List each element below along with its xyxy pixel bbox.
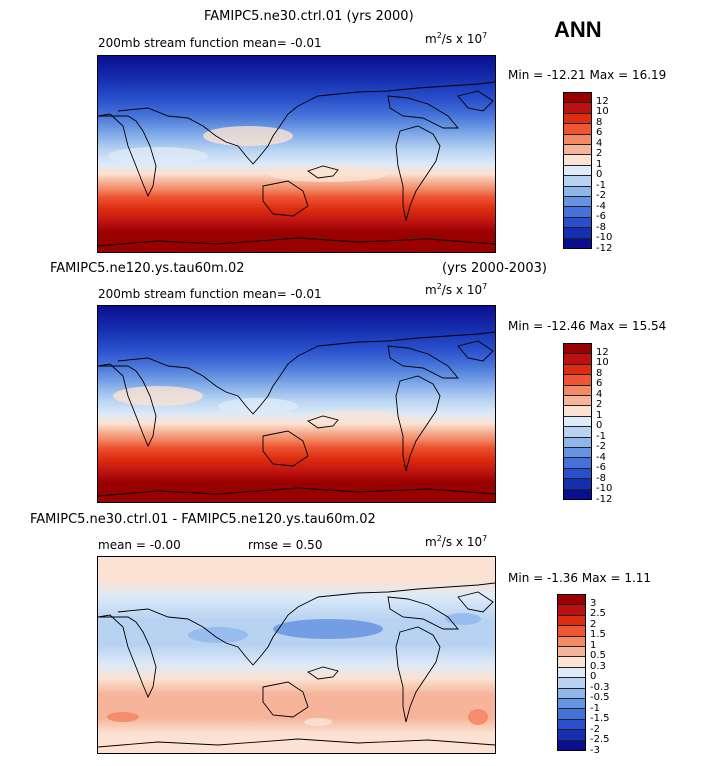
- panel2-title: FAMIPC5.ne120.ys.tau60m.02: [50, 261, 245, 276]
- panel3-map: [97, 556, 496, 754]
- panel1-title: FAMIPC5.ne30.ctrl.01 (yrs 2000): [204, 9, 414, 24]
- panel2-colorbar: [563, 343, 592, 500]
- season-label: ANN: [554, 17, 602, 42]
- panel1-map: [97, 55, 496, 253]
- panel2-map: [97, 305, 496, 503]
- panel2-units: m2/s x 107: [425, 282, 488, 298]
- panel3-rmse: rmse = 0.50: [248, 538, 323, 552]
- panel2-coastlines: [98, 331, 495, 497]
- panel1-minmax: Min = -12.21 Max = 16.19: [508, 68, 667, 82]
- panel2-years: (yrs 2000-2003): [442, 261, 547, 276]
- panel1-subtitle: 200mb stream function mean= -0.01: [98, 36, 322, 50]
- panel1-coastlines: [98, 81, 495, 247]
- panel2-subtitle: 200mb stream function mean= -0.01: [98, 287, 322, 301]
- panel1-colorbar: [563, 92, 592, 249]
- panel1-units: m2/s x 107: [425, 31, 488, 47]
- panel3-title: FAMIPC5.ne30.ctrl.01 - FAMIPC5.ne120.ys.…: [30, 512, 376, 527]
- panel3-colorbar: [557, 594, 586, 751]
- panel3-mean: mean = -0.00: [98, 538, 181, 552]
- panel3-coastlines: [98, 582, 495, 748]
- panel3-units: m2/s x 107: [425, 534, 488, 550]
- panel3-minmax: Min = -1.36 Max = 1.11: [508, 571, 652, 585]
- panel3-field: [98, 557, 495, 753]
- panel2-minmax: Min = -12.46 Max = 15.54: [508, 319, 667, 333]
